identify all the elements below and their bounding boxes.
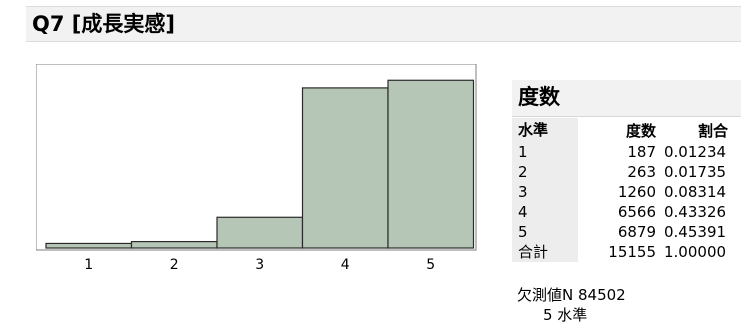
missing-count: 欠測値N 84502 bbox=[517, 285, 626, 305]
row-level: 1 bbox=[518, 143, 528, 161]
row-count-value: 6879 bbox=[618, 223, 656, 241]
row-ratio-value: 0.08314 bbox=[664, 183, 726, 201]
x-tick-label: 1 bbox=[84, 257, 93, 273]
table-row: 2 263 0.01735 bbox=[512, 162, 741, 182]
row-level: 5 bbox=[518, 223, 528, 241]
total-label: 合計 bbox=[518, 243, 548, 261]
bar-5[interactable] bbox=[388, 80, 474, 248]
row-count: 263 bbox=[578, 162, 656, 182]
table-row: 3 1260 0.08314 bbox=[512, 182, 741, 202]
row-level-cell: 2 bbox=[512, 162, 578, 182]
row-ratio: 0.01234 bbox=[664, 142, 741, 162]
row-count: 1260 bbox=[578, 182, 656, 202]
row-count: 6566 bbox=[578, 202, 656, 222]
row-level-cell: 3 bbox=[512, 182, 578, 202]
header-level-cell: 水準 bbox=[512, 118, 578, 142]
total-label-cell: 合計 bbox=[512, 242, 578, 262]
frequency-title: 度数 bbox=[518, 82, 560, 112]
table-header-row: 水準 度数 割合 bbox=[512, 118, 741, 142]
total-count: 15155 bbox=[578, 242, 656, 262]
report-header[interactable]: Q7 [成長実感] bbox=[26, 6, 741, 42]
row-level-cell: 4 bbox=[512, 202, 578, 222]
row-ratio-value: 0.01735 bbox=[664, 163, 726, 181]
row-level: 4 bbox=[518, 203, 528, 221]
row-ratio: 0.08314 bbox=[664, 182, 741, 202]
row-ratio: 0.01735 bbox=[664, 162, 741, 182]
row-count: 187 bbox=[578, 142, 656, 162]
row-ratio-value: 0.43326 bbox=[664, 203, 726, 221]
x-tick-label: 2 bbox=[170, 257, 179, 273]
total-ratio-value: 1.00000 bbox=[664, 243, 726, 261]
row-ratio: 0.45391 bbox=[664, 222, 741, 242]
row-level-cell: 5 bbox=[512, 222, 578, 242]
header-ratio: 割合 bbox=[698, 120, 741, 141]
level-count: 5 水準 bbox=[543, 305, 587, 325]
table-total-row: 合計 15155 1.00000 bbox=[512, 242, 741, 262]
header-count: 度数 bbox=[578, 120, 656, 141]
frequency-header[interactable]: 度数 bbox=[512, 80, 741, 117]
row-count-value: 6566 bbox=[618, 203, 656, 221]
bar-2[interactable] bbox=[132, 242, 218, 248]
row-count-value: 263 bbox=[627, 163, 656, 181]
x-tick-label: 4 bbox=[341, 257, 350, 273]
row-level: 3 bbox=[518, 183, 528, 201]
table-row: 1 187 0.01234 bbox=[512, 142, 741, 162]
total-ratio: 1.00000 bbox=[664, 242, 741, 262]
bar-1[interactable] bbox=[46, 243, 132, 248]
histogram-svg: 1 2 3 4 5 bbox=[36, 64, 486, 279]
x-tick-label: 3 bbox=[255, 257, 264, 273]
row-count: 6879 bbox=[578, 222, 656, 242]
total-count-value: 15155 bbox=[608, 243, 656, 261]
row-ratio-value: 0.01234 bbox=[664, 143, 726, 161]
row-count-value: 187 bbox=[627, 143, 656, 161]
histogram-chart: 1 2 3 4 5 bbox=[36, 64, 486, 279]
bar-3[interactable] bbox=[217, 217, 303, 248]
row-level-cell: 1 bbox=[512, 142, 578, 162]
report-title: Q7 [成長実感] bbox=[32, 11, 175, 37]
table-row: 5 6879 0.45391 bbox=[512, 222, 741, 242]
table-row: 4 6566 0.43326 bbox=[512, 202, 741, 222]
row-ratio-value: 0.45391 bbox=[664, 223, 726, 241]
frequency-table: 水準 度数 割合 1 187 0.01234 2 263 0.01735 3 1… bbox=[512, 118, 741, 262]
bar-4[interactable] bbox=[303, 88, 389, 248]
header-level: 水準 bbox=[518, 121, 548, 139]
row-level: 2 bbox=[518, 163, 528, 181]
row-ratio: 0.43326 bbox=[664, 202, 741, 222]
x-tick-label: 5 bbox=[426, 257, 435, 273]
row-count-value: 1260 bbox=[618, 183, 656, 201]
